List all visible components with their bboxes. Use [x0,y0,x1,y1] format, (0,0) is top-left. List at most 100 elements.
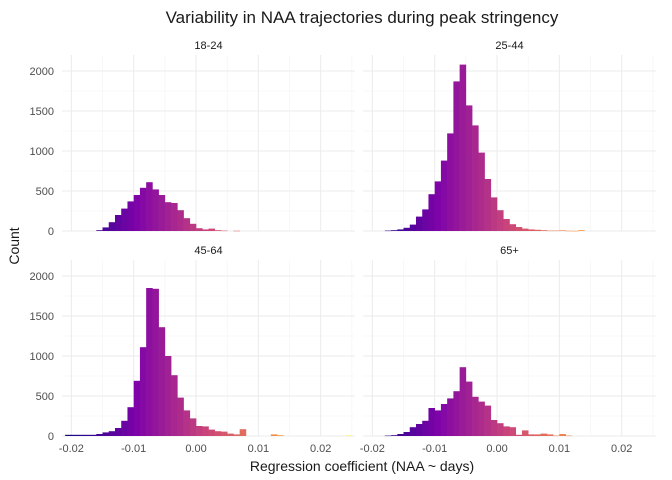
x-tick-label: 0.00 [486,443,507,455]
histogram-bar [171,203,178,231]
histogram-bar [158,195,166,231]
histogram-bar [96,230,103,231]
histogram-bar [65,434,72,436]
histogram-bar [578,230,585,231]
facet-strip-label: 65+ [500,245,519,257]
histogram-bar [484,405,492,436]
histogram-bar [565,435,573,437]
histogram-bar [559,434,566,436]
histogram-bar [114,215,122,231]
histogram-bar [208,429,216,436]
histogram-bar [139,347,147,436]
histogram-bar [503,426,510,436]
histogram-bar [102,432,110,436]
histogram-bar [553,435,560,437]
y-tick-label: 500 [36,186,54,198]
histogram-bar [397,434,404,436]
histogram-bar [102,227,110,231]
histogram-bar [177,397,184,436]
histogram-bar [177,210,184,231]
y-tick-label: 0 [48,431,54,443]
histogram-bar [478,401,485,436]
histogram-bar [114,428,122,436]
histogram-bar [233,230,240,232]
histogram-bar [465,381,473,436]
histogram-bar [220,431,228,436]
histogram-bar [521,430,529,436]
histogram-bar [146,182,153,231]
histogram-bar [565,230,573,232]
y-tick-label: 2000 [30,271,54,283]
histogram-bar [384,435,392,437]
histogram-bar [528,229,535,231]
histogram-bar [277,435,284,436]
histogram-bar [509,224,517,231]
facet-panel: 45-64 0 500 1000 1500 2000 -0.02 -0.01 0.00 0.01 0… [30,245,355,455]
x-tick-label: -0.01 [422,443,447,455]
x-tick-label: 0.02 [611,443,632,455]
histogram-bar [484,179,492,231]
histogram-bar [472,125,479,231]
histogram-bar [478,152,485,231]
histogram-bar [515,227,523,231]
histogram-bar [164,356,172,436]
histogram-bar [384,230,392,232]
histogram-bar [391,230,398,231]
histogram-bar [403,432,411,436]
histogram-bar [534,229,541,231]
histogram-bar [227,433,234,436]
histogram-bar [465,105,473,231]
histogram-bar [434,410,442,436]
histogram-bar [158,327,166,436]
histogram-bar [196,228,203,231]
histogram-bar [540,230,548,231]
histogram-bar [553,230,560,232]
x-tick-label: 0.02 [310,443,331,455]
histogram-bar [96,434,103,436]
histogram-bar [440,160,448,231]
y-tick-label: 1000 [30,351,54,363]
histogram-bar [440,404,448,436]
y-axis-title: Count [6,227,22,264]
histogram-bar [497,210,504,231]
x-tick-label: 0.00 [185,443,206,455]
histogram-bar [515,434,523,436]
x-tick-label: 0.01 [549,443,570,455]
y-tick-label: 2000 [30,66,54,78]
histogram-bar [189,223,197,231]
histogram-bar [208,228,216,231]
histogram-bar [428,194,435,231]
histogram-bar [146,288,153,436]
histogram-bar [453,81,460,232]
histogram-bar [214,230,222,231]
histogram-bar [434,181,442,231]
y-tick-label: 500 [36,391,54,403]
histogram-bar [183,218,191,231]
facet-panel: 25-44 [363,40,656,232]
histogram-bar [497,423,504,436]
histogram-bar [71,434,78,436]
y-tick-label: 1500 [30,106,54,118]
histogram-bar [391,435,398,436]
histogram-bar [490,197,498,231]
histogram-bar [459,367,467,436]
histogram-bar [214,431,222,436]
histogram-bar [108,222,116,231]
histogram-bar [415,424,423,436]
histogram-bar [133,195,141,231]
histogram-bar [397,229,404,231]
histogram-bar [447,133,454,231]
histogram-bar [528,434,535,436]
histogram-bar [202,426,209,436]
histogram-bar [152,288,159,436]
histogram-bar [220,230,228,232]
facet-panel: 18-24 0 500 1000 1500 2000 [30,40,355,238]
histogram-bar [540,433,548,436]
histogram-bar [428,408,435,436]
histogram-bar [77,434,85,436]
facet-strip-label: 45-64 [194,245,222,257]
histogram-bar [196,426,203,436]
histogram-bar [422,209,429,231]
y-tick-label: 1000 [30,146,54,158]
histogram-bar [546,230,554,232]
